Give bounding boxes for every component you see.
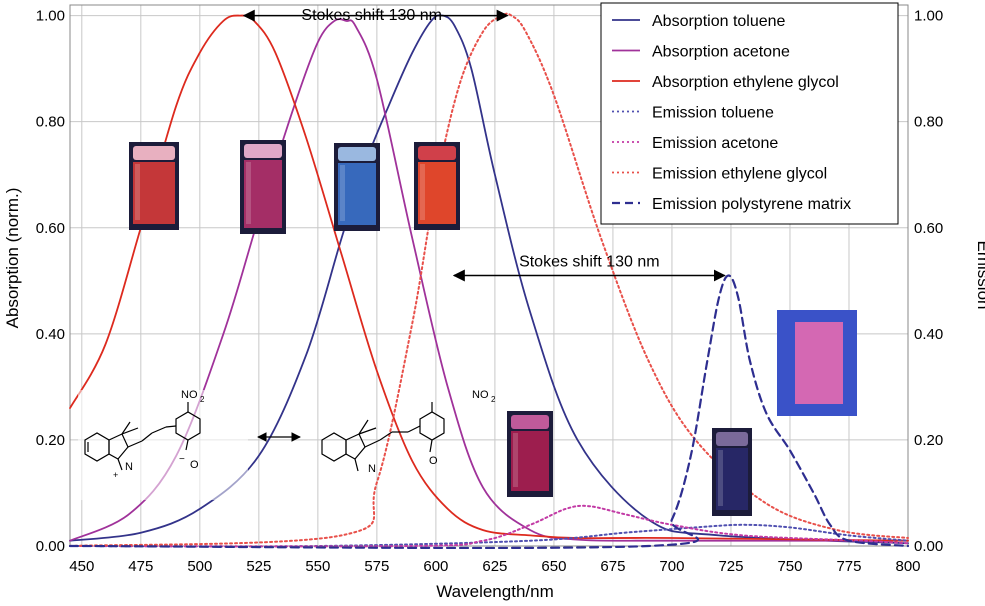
series-line-4 <box>69 504 909 548</box>
y-tick-labels-left: 0.00 0.20 0.40 0.60 0.80 1.00 <box>36 8 65 555</box>
x-tick-label: 700 <box>659 558 684 575</box>
x-tick-label: 450 <box>69 558 94 575</box>
left-negative-charge: − <box>179 454 185 465</box>
left-n-label: N <box>125 461 133 473</box>
x-tick-label: 475 <box>128 558 153 575</box>
x-tick-label: 800 <box>895 558 920 575</box>
right-n-label: N <box>368 463 376 475</box>
legend-label: Emission acetone <box>652 135 778 152</box>
legend-label: Absorption acetone <box>652 44 790 61</box>
left-nitro-label: NO <box>181 389 198 401</box>
x-tick-label: 675 <box>600 558 625 575</box>
y-tick-label-left: 0.00 <box>36 538 65 555</box>
y-axis-title-right: Emission <box>974 241 985 310</box>
vial-emission-glycol <box>414 142 460 230</box>
y-tick-label-left: 0.20 <box>36 432 65 449</box>
x-tick-label: 750 <box>777 558 802 575</box>
x-tick-label: 775 <box>836 558 861 575</box>
x-tick-label: 725 <box>718 558 743 575</box>
y-tick-label-right: 1.00 <box>914 8 943 25</box>
x-tick-label: 575 <box>364 558 389 575</box>
molecule-left <box>84 402 201 471</box>
x-tick-label: 525 <box>246 558 271 575</box>
molecule-right <box>321 402 445 472</box>
x-axis-title: Wavelength/nm <box>436 582 553 601</box>
stokes-shift-label-1: Stokes shift 130 nm <box>519 254 660 271</box>
y-tick-label-right: 0.20 <box>914 432 943 449</box>
x-tick-label: 625 <box>482 558 507 575</box>
series-line-2 <box>69 14 909 542</box>
x-tick-labels: 450 475 500 525 550 575 600 625 650 675 700 725 750 7… <box>69 558 920 575</box>
y-tick-label-right: 0.80 <box>914 114 943 131</box>
vial-emission-toluene <box>712 428 752 516</box>
vial-toluene <box>334 143 380 231</box>
right-nitro-sub: 2 <box>491 395 496 404</box>
legend-label: Emission polystyrene matrix <box>652 196 851 213</box>
y-tick-label-left: 0.40 <box>36 326 65 343</box>
legend: Absorption toluene Absorption acetone Abso… <box>600 2 899 225</box>
stokes-shift-label-0: Stokes shift 130 nm <box>301 7 442 24</box>
polystyrene-film-photo <box>777 310 857 416</box>
x-tick-label: 600 <box>423 558 448 575</box>
y-tick-label-left: 1.00 <box>36 8 65 25</box>
plot-frame <box>69 4 909 547</box>
series-line-5 <box>69 12 909 547</box>
x-tick-label: 550 <box>305 558 330 575</box>
y-tick-label-left: 0.80 <box>36 114 65 131</box>
x-tick-label: 500 <box>187 558 212 575</box>
legend-label: Absorption ethylene glycol <box>652 74 839 91</box>
molecule-structure <box>78 390 445 500</box>
y-tick-label-right: 0.40 <box>914 326 943 343</box>
stokes-shift-annotations: Stokes shift 130 nm Stokes shift 130 nm <box>242 7 726 282</box>
vial-photos <box>129 140 752 516</box>
y-tick-label-right: 0.00 <box>914 538 943 555</box>
legend-label: Absorption toluene <box>652 13 786 30</box>
x-tick-label: 650 <box>541 558 566 575</box>
right-o-label: O <box>429 455 438 467</box>
legend-label: Emission ethylene glycol <box>652 166 827 183</box>
vial-emission-acetone <box>507 411 553 497</box>
left-nitro-sub: 2 <box>200 395 205 404</box>
y-tick-labels-right: 0.00 0.20 0.40 0.60 0.80 1.00 <box>914 8 943 555</box>
left-positive-charge: + <box>113 470 118 480</box>
molecule-labels: NO 2 N O + − NO 2 N O <box>113 389 496 480</box>
y-axis-title-left: Absorption (norm.) <box>3 188 22 329</box>
y-tick-label-left: 0.60 <box>36 220 65 237</box>
vial-ethylene-glycol <box>129 142 179 230</box>
vial-acetone <box>240 140 286 234</box>
right-nitro-label: NO <box>472 389 489 401</box>
legend-label: Emission toluene <box>652 105 774 122</box>
y-tick-label-right: 0.60 <box>914 220 943 237</box>
left-o-label: O <box>190 459 199 471</box>
legend-box <box>600 2 899 225</box>
